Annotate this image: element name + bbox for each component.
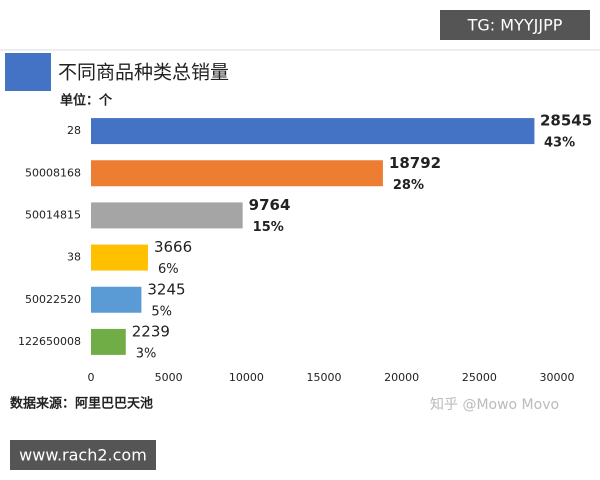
- badge-text: www.rach2.com: [19, 446, 147, 465]
- share-label: 28%: [393, 178, 424, 193]
- watermark: 知乎 @Mowo Movo: [430, 396, 559, 413]
- y-tick-label: 122650008: [18, 335, 81, 348]
- x-tick-label: 30000: [540, 371, 575, 384]
- source: 数据来源：阿里巴巴天池: [10, 396, 153, 412]
- x-tick-label: 5000: [155, 371, 183, 384]
- y-tick-label: 28: [67, 124, 81, 137]
- badge-box: [10, 440, 156, 470]
- share-label: 5%: [151, 304, 172, 319]
- chart-title: 不同商品种类总销量: [58, 62, 229, 84]
- x-tick-label: 25000: [462, 371, 497, 384]
- title-block: [5, 53, 51, 91]
- x-tick-label: 20000: [384, 371, 419, 384]
- share-label: 3%: [136, 346, 157, 361]
- x-tick-label: 0: [88, 371, 95, 384]
- value-label: 28545: [540, 112, 592, 130]
- share-label: 6%: [158, 262, 179, 277]
- value-label: 3245: [147, 280, 185, 298]
- value-label: 18792: [389, 154, 441, 172]
- bar: [91, 328, 126, 355]
- chart-subtitle: 单位：个: [60, 93, 113, 109]
- x-tick-label: 10000: [229, 371, 264, 384]
- y-tick-label: 50014815: [25, 208, 81, 221]
- bar: [91, 118, 535, 145]
- y-tick-label: 50022520: [25, 293, 81, 306]
- y-tick-label: 38: [67, 251, 81, 264]
- bar: [91, 244, 148, 271]
- value-label: 9764: [249, 196, 291, 214]
- badge-text: TG: MYYJJPP: [467, 16, 563, 35]
- share-label: 43%: [544, 136, 575, 151]
- bar: [91, 286, 142, 313]
- value-label: 3666: [154, 238, 192, 256]
- share-label: 15%: [253, 220, 284, 235]
- y-tick-label: 50008168: [25, 166, 81, 179]
- value-label: 2239: [132, 322, 170, 340]
- badge-box: [440, 10, 590, 40]
- x-tick-label: 15000: [307, 371, 342, 384]
- bar: [91, 160, 383, 187]
- bar: [91, 202, 243, 229]
